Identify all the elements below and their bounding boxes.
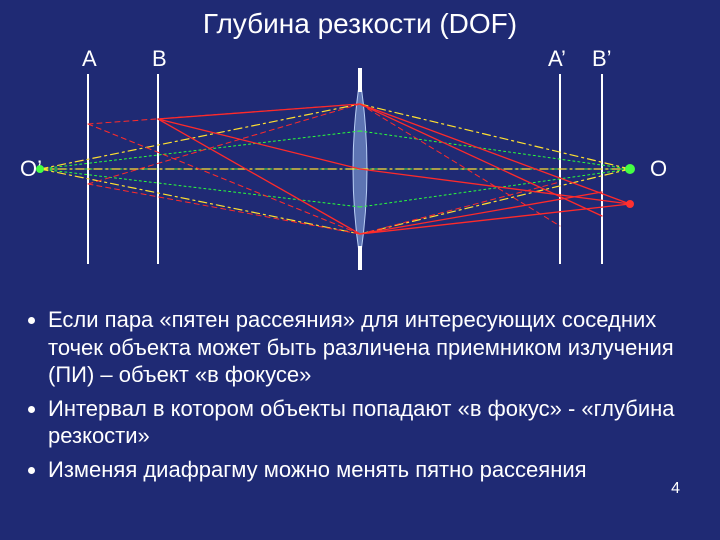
bullet-item: Если пара «пятен рассеяния» для интересу…	[48, 306, 692, 389]
bullet-list: Если пара «пятен рассеяния» для интересу…	[0, 296, 720, 489]
dof-svg	[0, 44, 720, 294]
label-O: O	[650, 156, 667, 182]
label-B: B	[152, 46, 167, 72]
bullet-item: Интервал в котором объекты попадают «в ф…	[48, 395, 692, 450]
slide-title: Глубина резкости (DOF)	[0, 0, 720, 44]
label-A: A	[82, 46, 97, 72]
label-Oprime: O’	[20, 156, 42, 182]
slide-number: 4	[671, 480, 680, 498]
dof-diagram: A B A’ B’ O’ O	[0, 44, 720, 296]
bullet-item: Изменяя диафрагму можно менять пятно рас…	[48, 456, 692, 484]
label-Bprime: B’	[592, 46, 612, 72]
label-Aprime: A’	[548, 46, 566, 72]
